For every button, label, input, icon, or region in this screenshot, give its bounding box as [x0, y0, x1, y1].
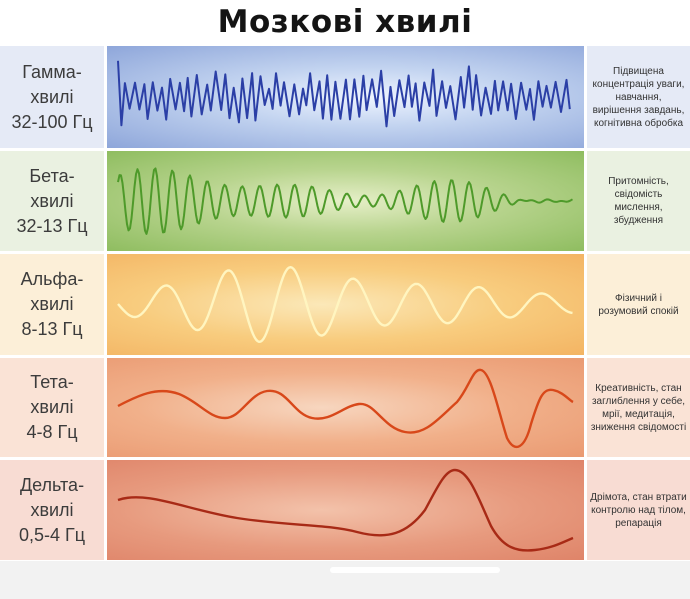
theta-label: Тета- хвилі 4-8 Гц: [0, 358, 104, 457]
alpha-wave: [117, 265, 573, 344]
delta-label-line-2: хвилі: [30, 499, 74, 520]
beta-description-text: Притомність, свідомість мислення, збудже…: [608, 176, 669, 226]
alpha-label-line-2: хвилі: [30, 294, 74, 314]
gamma-wave-line: [117, 60, 571, 128]
alpha-description: Фізичний і розумовий спокій: [587, 254, 690, 355]
beta-row: Бета- хвилі 32-13 Гц Притомність, свідом…: [0, 151, 690, 251]
gamma-label-line-2: хвилі: [30, 86, 74, 107]
gamma-label-line-3: 32-100 Гц: [11, 111, 93, 132]
gamma-description: Підвищена концентрація уваги, навчання, …: [587, 46, 690, 148]
gamma-description-text: Підвищена концентрація уваги, навчання, …: [592, 65, 685, 129]
alpha-label: Альфа- хвилі 8-13 Гц: [0, 254, 104, 355]
page-title: Мозкові хвилі: [217, 4, 473, 40]
gamma-row: Гамма- хвилі 32-100 Гц Підвищена концент…: [0, 46, 690, 148]
delta-description: Дрімота, стан втрати контролю над тілом,…: [587, 460, 690, 560]
alpha-description-text: Фізичний і розумовий спокій: [598, 292, 679, 317]
theta-label-line-1: Тета-: [30, 372, 74, 392]
alpha-row: Альфа- хвилі 8-13 Гц Фізичний і розумови…: [0, 254, 690, 355]
delta-wave-line: [117, 468, 574, 552]
beta-wave: [117, 167, 574, 235]
delta-description-text: Дрімота, стан втрати контролю над тілом,…: [590, 491, 687, 529]
beta-label-line-3: 32-13 Гц: [16, 215, 88, 236]
bottom-bar: [0, 561, 690, 599]
delta-label-line-3: 0,5-4 Гц: [18, 524, 86, 545]
beta-label: Бета- хвилі 32-13 Гц: [0, 151, 104, 251]
beta-wave-line: [117, 167, 574, 235]
alpha-band: [107, 254, 584, 355]
delta-label-line-1: Дельта-: [19, 474, 85, 495]
bottom-smudge: [330, 567, 500, 573]
alpha-label-line-3: 8-13 Гц: [21, 319, 83, 339]
beta-label-line-2: хвилі: [30, 190, 74, 211]
theta-wave-line: [117, 368, 574, 449]
theta-label-line-3: 4-8 Гц: [26, 422, 78, 442]
theta-description: Креативність, стан заглиблення у себе, м…: [587, 358, 690, 457]
alpha-label-line-1: Альфа-: [20, 269, 84, 289]
gamma-label-line-1: Гамма-: [22, 61, 82, 82]
gamma-wave: [117, 60, 571, 128]
delta-wave: [117, 468, 574, 552]
theta-description-text: Креативність, стан заглиблення у себе, м…: [590, 382, 687, 433]
theta-label-line-2: хвилі: [30, 397, 74, 417]
beta-label-line-1: Бета-: [29, 165, 75, 186]
theta-row: Тета- хвилі 4-8 Гц Креативність, стан за…: [0, 358, 690, 457]
alpha-wave-line: [117, 265, 573, 344]
gamma-label: Гамма- хвилі 32-100 Гц: [0, 46, 104, 148]
delta-label: Дельта- хвилі 0,5-4 Гц: [0, 460, 104, 560]
beta-description: Притомність, свідомість мислення, збудже…: [587, 151, 690, 251]
theta-wave: [117, 368, 574, 449]
delta-row: Дельта- хвилі 0,5-4 Гц Дрімота, стан втр…: [0, 460, 690, 560]
